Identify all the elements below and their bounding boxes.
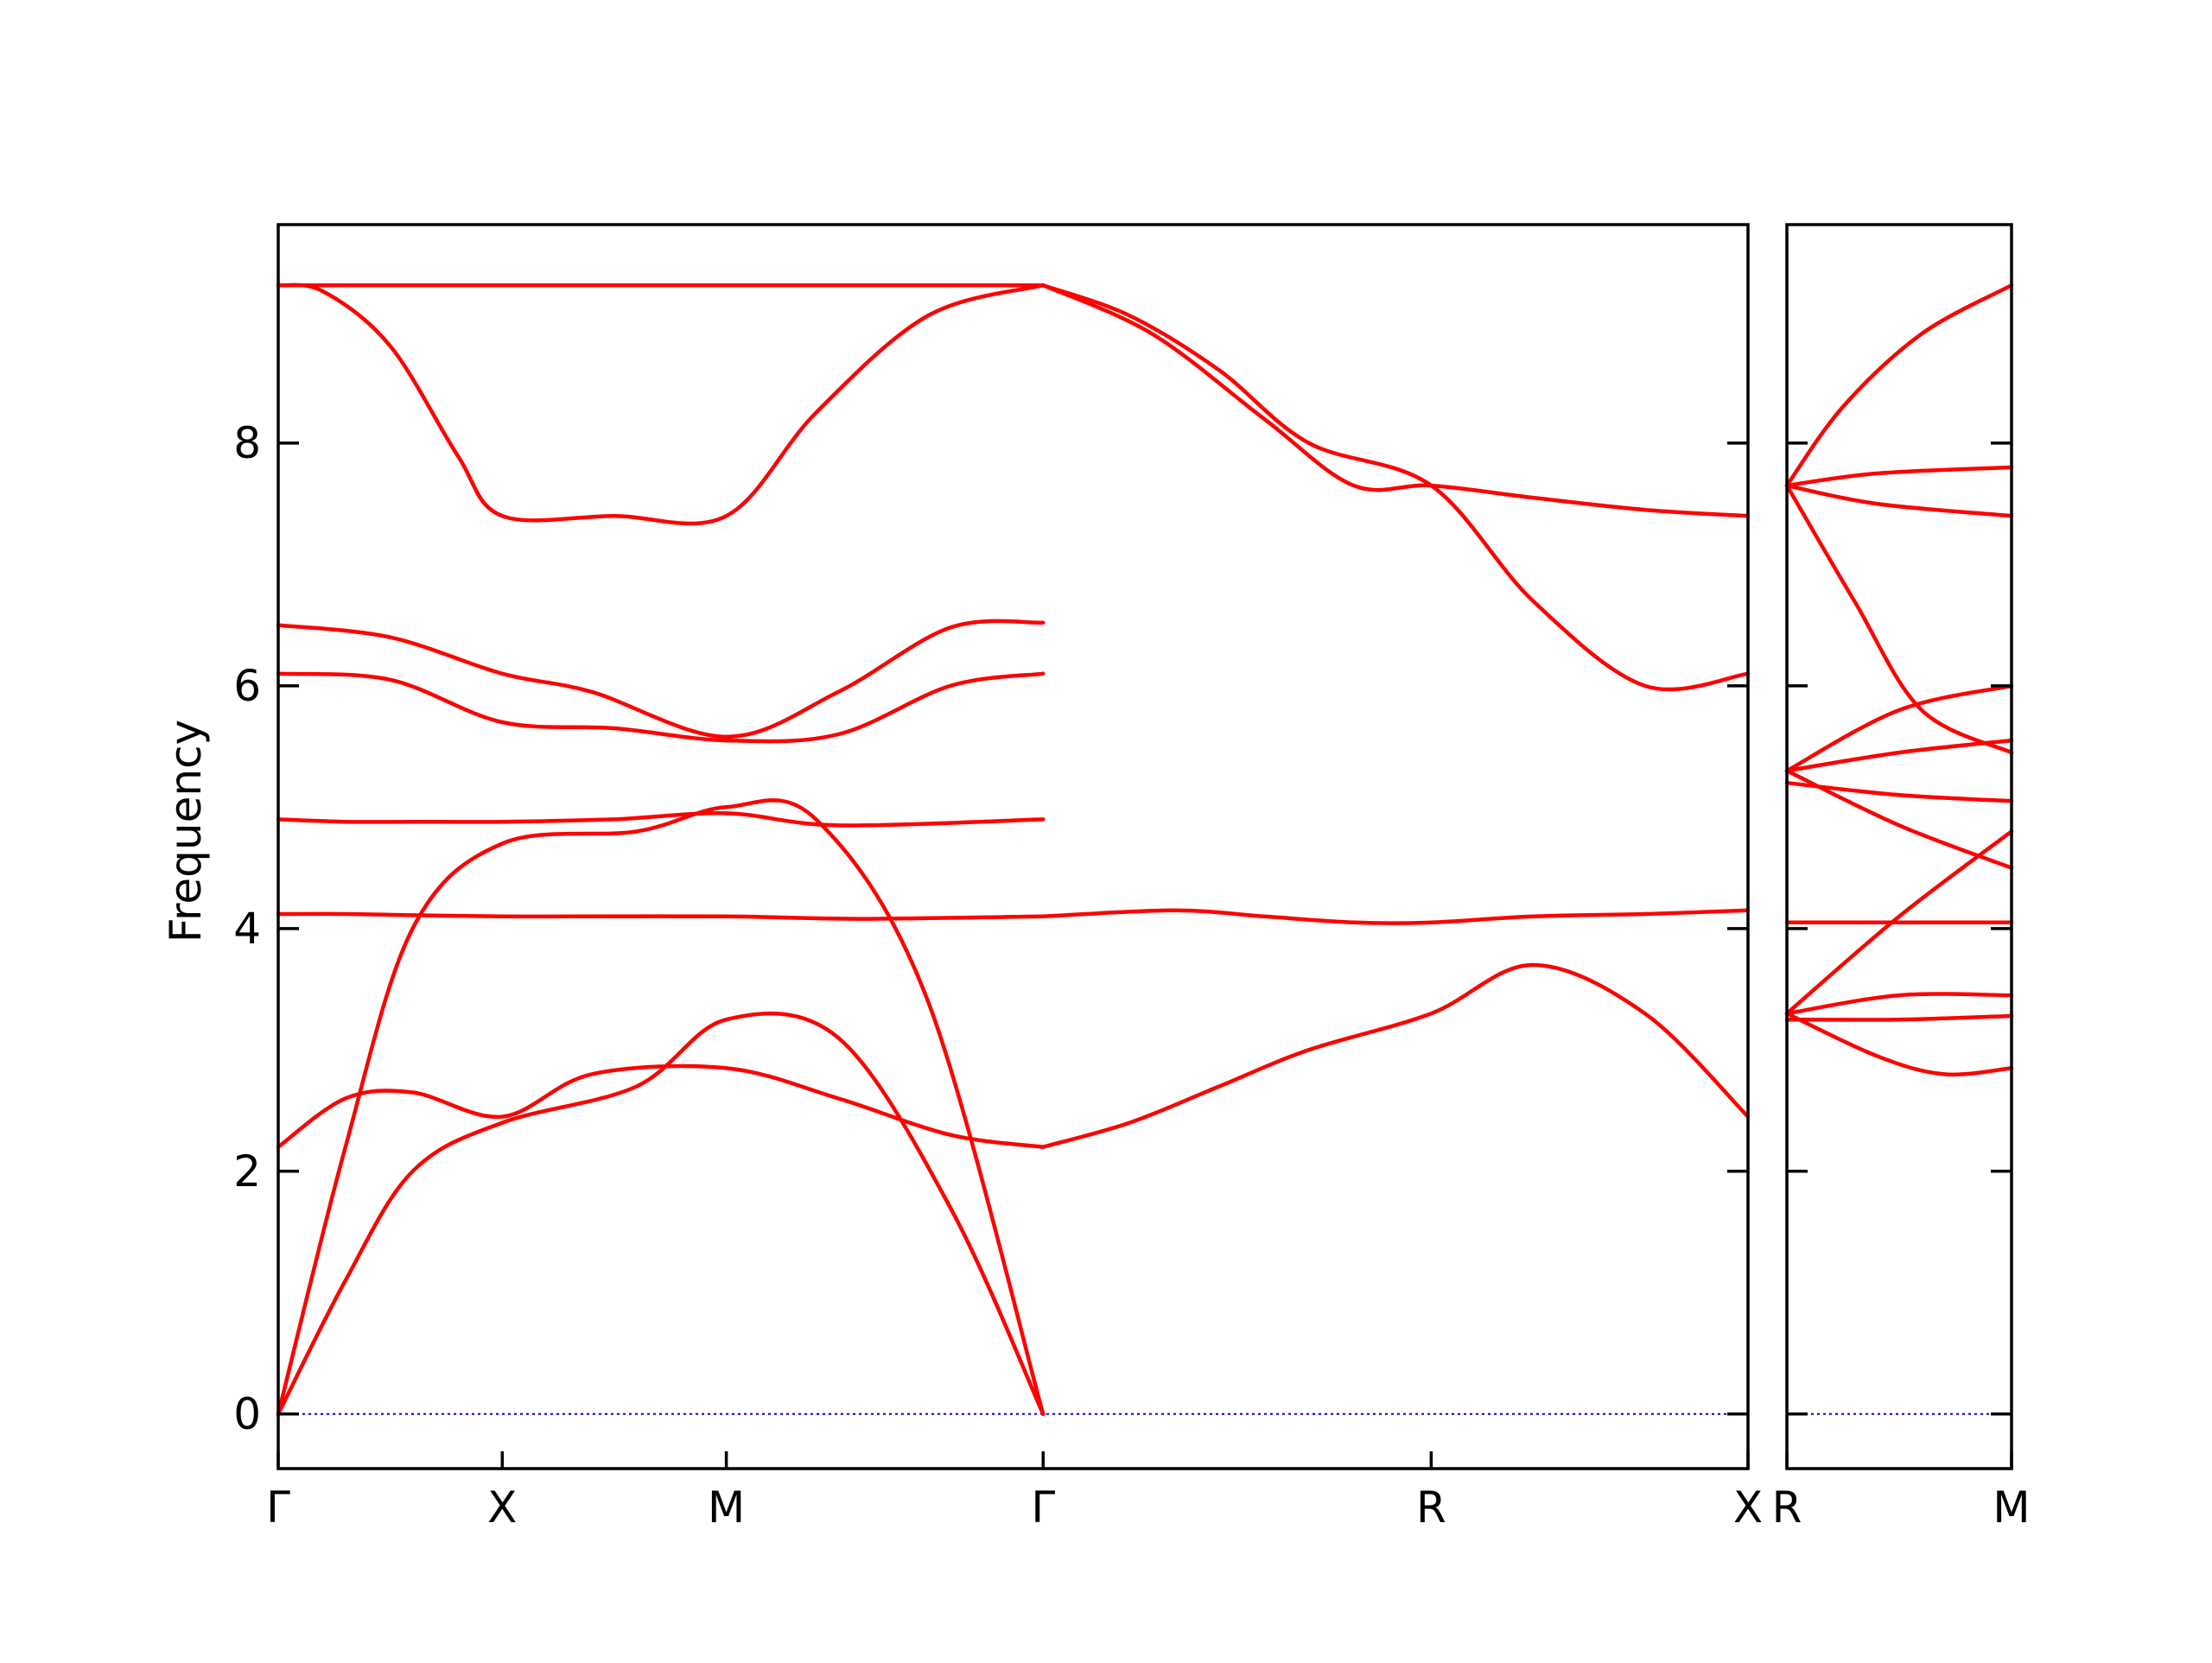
main-band-2 (276, 282, 1046, 526)
side-band-10 (1784, 829, 2014, 1016)
side-band-4 (1784, 483, 2014, 755)
side-band-5 (1784, 683, 2014, 773)
y-tick-label: 0 (233, 1389, 261, 1439)
main-band-13 (1040, 962, 1751, 1149)
main-band-6 (276, 1063, 1046, 1149)
side-band-2 (1784, 465, 2014, 488)
y-tick-label: 6 (233, 661, 261, 711)
main-band-7 (276, 1011, 1046, 1417)
main-band-5 (276, 911, 1046, 921)
x-tick-label: X (1733, 1482, 1763, 1533)
side-band-11 (1784, 992, 2014, 1016)
x-tick-label: M (708, 1482, 745, 1533)
x-tick-label: Γ (266, 1482, 290, 1533)
x-tick-label: R (1772, 1482, 1802, 1533)
x-tick-label: X (487, 1482, 517, 1533)
y-tick-label: 8 (233, 418, 261, 468)
side-band-3 (1784, 483, 2014, 518)
side-band-1 (1784, 282, 2014, 488)
side-axes-frame (1785, 223, 2013, 1470)
main-band-9 (276, 671, 1046, 744)
main-axes-frame (276, 223, 1750, 1470)
main-band-10 (1040, 282, 1751, 518)
main-band-4 (276, 811, 1046, 828)
y-tick-label: 4 (233, 904, 261, 954)
y-tick-label: 2 (233, 1146, 261, 1196)
x-tick-label: M (1993, 1482, 2030, 1533)
main-band-12 (1040, 908, 1751, 925)
side-band-12 (1784, 1013, 2014, 1022)
side-band-13 (1784, 1011, 2014, 1077)
x-tick-label: R (1416, 1482, 1446, 1533)
main-band-11 (1040, 282, 1751, 692)
x-tick-label: Γ (1031, 1482, 1055, 1533)
main-band-8 (276, 798, 1046, 1417)
side-band-6 (1784, 738, 2014, 773)
main-band-3 (276, 619, 1046, 739)
y-axis-label: Frequency (161, 720, 211, 943)
side-band-8 (1784, 768, 2014, 870)
